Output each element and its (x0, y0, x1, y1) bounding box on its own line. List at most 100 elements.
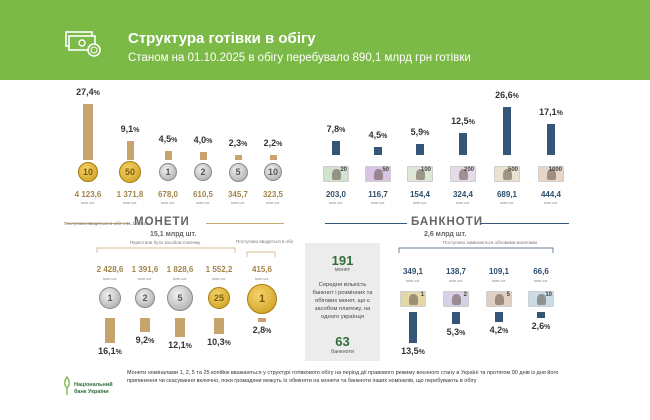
withdrawn-coin-image-icon: 5 (167, 285, 193, 311)
replaced-banknote-count: 349,1 (402, 267, 424, 276)
replaced-banknote-pct-label: 2,6% (531, 320, 551, 331)
coin-image-icon: 10 (264, 163, 282, 181)
replaced-banknote-count: 66,6 (533, 267, 549, 276)
banknote-count: 324,4 (452, 190, 474, 199)
new-coin-count-unit: млн шт. (254, 276, 270, 281)
new-coin-pct-label: 2,8% (252, 325, 272, 336)
coin-bar (83, 103, 93, 160)
withdrawn-coin-count: 1 828,6 (166, 265, 194, 274)
withdrawn-coin-image-icon: 1 (99, 287, 121, 309)
replaced-banknote-count-unit: млн шт. (533, 278, 549, 283)
withdrawn-coin-count: 2 428,6 (96, 265, 124, 274)
coin-count-unit: млн шт. (80, 200, 96, 205)
banknote-count-unit: млн шт. (328, 200, 344, 205)
page-title: Структура готівки в обігу (128, 30, 316, 47)
withdrawn-label: Перестали бути засобом платежу (129, 240, 201, 245)
replaced-banknote-bar (495, 312, 503, 322)
coin-count-unit: млн шт. (160, 200, 176, 205)
coin-count: 610,5 (192, 190, 214, 199)
replaced-banknote-count: 109,1 (488, 267, 510, 276)
page-subtitle: Станом на 01.10.2025 в обігу перебувало … (128, 52, 471, 64)
banknote-image-icon: 50 (365, 166, 391, 182)
replaced-banknote-image-icon: 1 (400, 291, 426, 307)
money-icon (65, 31, 101, 57)
banknote-image-icon: 200 (450, 166, 476, 182)
coins-new-note: Поступово вводяться в обіг з 01.10.2025 (64, 221, 149, 226)
replaced-banknote-bar (409, 312, 417, 344)
banknote-pct-label: 4,5% (368, 129, 388, 140)
coin-pct-label: 2,3% (228, 138, 248, 149)
replaced-banknote-count-unit: млн шт. (491, 278, 507, 283)
coin-image-icon: 1 (159, 163, 177, 181)
banknote-image-icon: 100 (407, 166, 433, 182)
coin-image-icon: 50 (119, 161, 141, 183)
coins-line-right (206, 223, 284, 224)
coin-count: 678,0 (157, 190, 179, 199)
withdrawn-coin-count-unit: млн шт. (211, 276, 227, 281)
banknote-pct-label: 17,1% (539, 107, 563, 118)
coin-count: 323,5 (262, 190, 284, 199)
withdrawn-coin-count-unit: млн шт. (102, 276, 118, 281)
banknote-count: 116,7 (368, 190, 388, 199)
coin-pct-label: 4,0% (193, 134, 213, 145)
per-capita-box: 191 монет Середня кількість банкнот і ро… (305, 243, 380, 361)
coins-section-label: МОНЕТИ (134, 216, 190, 228)
banknote-bar (547, 124, 555, 155)
coin-pct-label: 4,5% (158, 133, 178, 144)
coin-pct-label: 27,4% (76, 86, 100, 97)
new-coin-bracket (246, 251, 276, 257)
banknotes-total: 2,6 млрд шт. (424, 231, 467, 238)
withdrawn-coin-pct-label: 12,1% (168, 339, 192, 350)
replaced-banknote-image-icon: 10 (528, 291, 554, 307)
coin-bar (199, 151, 207, 160)
banknote-pct-label: 12,5% (451, 115, 475, 126)
banknote-count-unit: млн шт. (412, 200, 428, 205)
banknote-count: 689,1 (496, 190, 518, 199)
withdrawn-coin-count-unit: млн шт. (172, 276, 188, 281)
withdrawn-coin-bar (214, 318, 224, 334)
nbu-logo-text: Національний банк України (74, 382, 113, 396)
replaced-banknote-bar (452, 312, 460, 325)
coin-count: 4 123,6 (74, 190, 102, 199)
header-banner: Структура готівки в обігу Станом на 01.1… (0, 0, 650, 80)
banknote-count: 154,4 (409, 190, 431, 199)
banknote-bar (503, 107, 511, 155)
new-coin-bar (258, 318, 266, 323)
banknote-image-icon: 500 (494, 166, 520, 182)
replaced-banknote-count-unit: млн шт. (405, 278, 421, 283)
withdrawn-coin-bar (140, 318, 150, 333)
per-capita-coins: 191 (331, 253, 354, 268)
per-capita-desc: Середня кількість банкнот і розмінних та… (312, 282, 373, 320)
banknote-count-unit: млн шт. (499, 200, 515, 205)
withdrawn-coin-bar (105, 318, 115, 343)
coin-image-icon: 2 (194, 163, 212, 181)
banknote-count-unit: млн шт. (370, 200, 386, 205)
banknotes-line-left (325, 223, 407, 224)
replaced-bracket (398, 247, 554, 253)
withdrawn-bracket (96, 247, 236, 253)
banknote-bar (459, 132, 467, 155)
per-capita-coins-unit: монет (334, 267, 351, 273)
withdrawn-coin-count: 1 391,6 (131, 265, 159, 274)
replaced-banknote-pct-label: 5,3% (446, 327, 466, 338)
withdrawn-coin-image-icon: 25 (208, 287, 230, 309)
withdrawn-coin-count-unit: млн шт. (137, 276, 153, 281)
banknote-bar (374, 146, 382, 155)
coin-pct-label: 2,2% (263, 138, 283, 149)
nbu-logo-line1: Національний (74, 382, 113, 388)
replaced-banknote-image-icon: 5 (486, 291, 512, 307)
coin-pct-label: 9,1% (120, 124, 140, 135)
coin-count: 345,7 (227, 190, 249, 199)
coin-count-unit: млн шт. (195, 200, 211, 205)
banknote-count: 444,4 (540, 190, 562, 199)
new-coin-count: 415,6 (251, 265, 273, 274)
per-capita-notes: 63 (335, 334, 350, 349)
coins-total: 15,1 млрд шт. (150, 231, 197, 238)
banknote-pct-label: 5,9% (410, 127, 430, 138)
withdrawn-coin-pct-label: 10,3% (207, 336, 231, 347)
banknote-pct-label: 26,6% (495, 90, 519, 101)
coin-image-icon: 10 (78, 162, 98, 182)
withdrawn-coin-pct-label: 9,2% (135, 335, 155, 346)
withdrawn-coin-image-icon: 2 (135, 288, 155, 308)
